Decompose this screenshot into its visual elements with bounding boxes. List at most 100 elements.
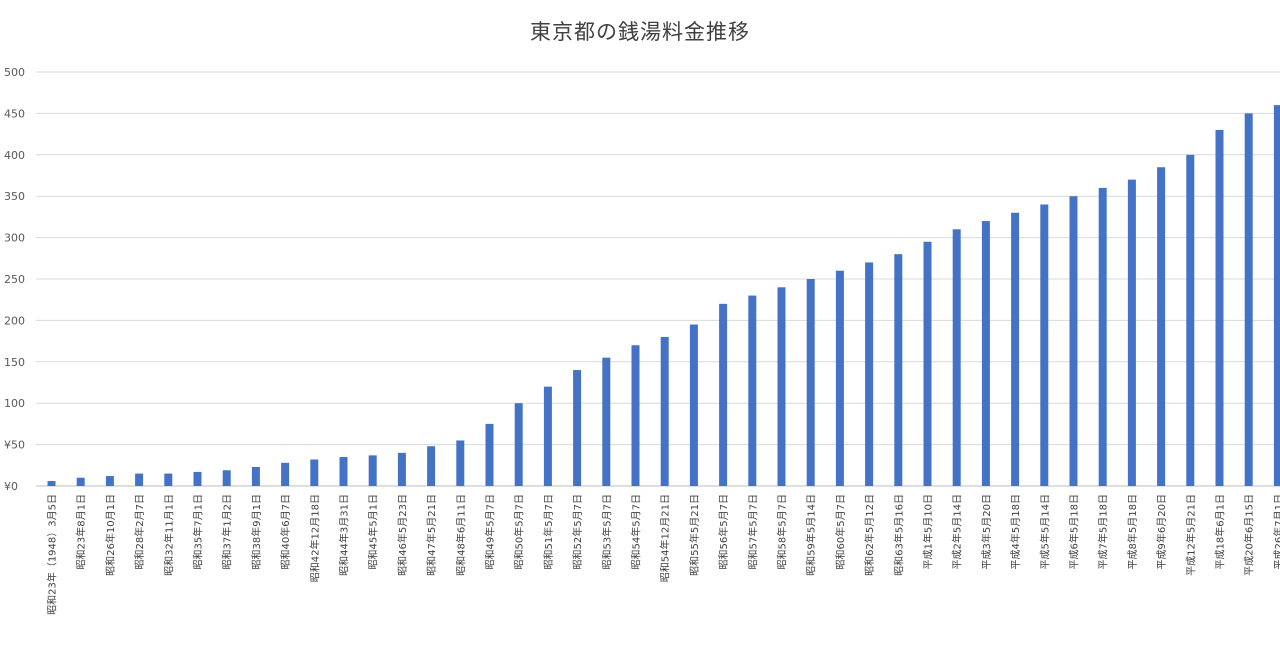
x-tick-label: 平成4年5月18日 <box>1009 494 1022 569</box>
x-tick-label: 平成7年5月18日 <box>1097 494 1110 569</box>
x-tick-label: 平成12年5月21日 <box>1184 494 1197 576</box>
bar <box>1186 154 1195 487</box>
bar <box>543 386 552 486</box>
x-tick-label: 昭和54年12月21日 <box>659 494 672 582</box>
x-tick-label: 昭和32年11月1日 <box>162 494 175 576</box>
bars <box>47 105 1280 487</box>
bar <box>573 370 582 486</box>
x-tick-label: 昭和59年5月14日 <box>805 494 818 576</box>
x-tick-label: 昭和23年（1948）3月5日 <box>46 494 59 615</box>
x-tick-label: 昭和52年5月7日 <box>571 494 584 569</box>
x-tick-label: 昭和56年5月7日 <box>717 494 730 569</box>
x-tick-label: 平成3年5月20日 <box>980 494 993 569</box>
x-tick-label: 昭和44年3月31日 <box>338 494 351 576</box>
y-tick-label: 400 <box>4 149 25 162</box>
bar <box>281 462 290 486</box>
y-tick-label: 100 <box>4 397 25 410</box>
x-tick-label: 昭和37年1月2日 <box>221 494 234 569</box>
x-tick-label: 昭和23年8月1日 <box>75 494 88 569</box>
bar <box>135 473 144 486</box>
x-tick-label: 昭和48年6月11日 <box>454 494 467 576</box>
bar <box>310 459 319 486</box>
bar <box>1157 167 1166 486</box>
x-tick-label: 昭和46年5月23日 <box>396 494 409 576</box>
bar <box>1215 129 1224 486</box>
bar <box>397 452 406 486</box>
bar <box>1273 105 1280 487</box>
x-tick-label: 昭和60年5月7日 <box>834 494 847 569</box>
bar <box>251 466 260 486</box>
chart-title: 東京都の銭湯料金推移 <box>530 20 750 44</box>
x-tick-label: 昭和45年5月1日 <box>367 494 380 569</box>
x-tick-label: 昭和57年5月7日 <box>746 494 759 569</box>
bar <box>1127 179 1136 486</box>
bar <box>660 336 669 486</box>
bar <box>806 279 815 486</box>
x-tick-label: 平成1年5月10日 <box>922 494 935 569</box>
x-tick-label: 平成20年6月15日 <box>1243 494 1256 576</box>
bar <box>1098 187 1107 487</box>
x-tick-label: 昭和35年7月1日 <box>192 494 205 569</box>
x-tick-label: 昭和62年5月12日 <box>863 494 876 576</box>
bar <box>602 357 611 486</box>
bar <box>748 295 757 486</box>
gridlines <box>36 71 1280 487</box>
x-tick-label: 昭和28年2月7日 <box>133 494 146 569</box>
y-tick-label: 150 <box>4 356 25 369</box>
x-tick-label: 昭和63年5月16日 <box>892 494 905 576</box>
x-tick-label: 昭和47年5月21日 <box>425 494 438 576</box>
bar <box>1011 212 1020 486</box>
x-tick-label: 昭和42年12月18日 <box>308 494 321 582</box>
bar <box>427 446 436 486</box>
bar <box>76 477 85 486</box>
y-tick-label: 200 <box>4 314 25 327</box>
bar <box>485 423 494 486</box>
y-tick-label: 500 <box>4 66 25 79</box>
x-tick-label: 昭和54年5月7日 <box>630 494 643 569</box>
bar <box>47 481 56 486</box>
bar <box>777 287 786 486</box>
x-tick-label: 平成9年6月20日 <box>1155 494 1168 569</box>
x-tick-label: 平成6年5月18日 <box>1068 494 1081 569</box>
x-tick-label: 昭和49年5月7日 <box>484 494 497 569</box>
x-tick-label: 昭和55年5月21日 <box>688 494 701 576</box>
bar <box>456 440 465 486</box>
x-axis-ticks: 昭和23年（1948）3月5日 昭和23年8月1日 昭和26年10月1日 昭和28年2… <box>46 494 1280 615</box>
bar <box>164 473 173 486</box>
x-tick-label: 平成18年6月1日 <box>1214 494 1227 569</box>
y-tick-label: 350 <box>4 190 25 203</box>
y-tick-label: ¥50 <box>4 439 25 452</box>
y-tick-label: 300 <box>4 232 25 245</box>
bar <box>368 455 377 486</box>
x-tick-label: 昭和38年9月1日 <box>250 494 263 569</box>
y-axis-ticks: ¥0 ¥50 100 150 200 250 300 350 400 450 500 <box>4 66 25 493</box>
x-tick-label: 昭和26年10月1日 <box>104 494 117 576</box>
bar <box>193 471 202 486</box>
x-tick-label: 平成2年5月14日 <box>951 494 964 569</box>
bar <box>1244 113 1253 487</box>
bar <box>894 254 903 486</box>
y-tick-label: 250 <box>4 273 25 286</box>
bar <box>923 241 932 486</box>
bar <box>719 303 728 486</box>
bar <box>835 270 844 486</box>
y-tick-label: 450 <box>4 107 25 120</box>
bar <box>222 470 231 486</box>
bar <box>1069 196 1078 486</box>
x-tick-label: 昭和51年5月7日 <box>542 494 555 569</box>
bar <box>514 403 523 486</box>
bar <box>952 229 961 486</box>
x-tick-label: 昭和50年5月7日 <box>513 494 526 569</box>
bar <box>105 476 114 486</box>
x-tick-label: 平成26年7月1日 <box>1272 494 1280 569</box>
x-tick-label: 昭和53年5月7日 <box>600 494 613 569</box>
bar <box>689 324 698 486</box>
y-tick-label: ¥0 <box>4 480 18 493</box>
bar <box>865 262 874 486</box>
bar <box>981 221 990 487</box>
x-tick-label: 昭和40年6月7日 <box>279 494 292 569</box>
bar <box>1040 204 1049 487</box>
x-tick-label: 平成8年5月18日 <box>1126 494 1139 569</box>
